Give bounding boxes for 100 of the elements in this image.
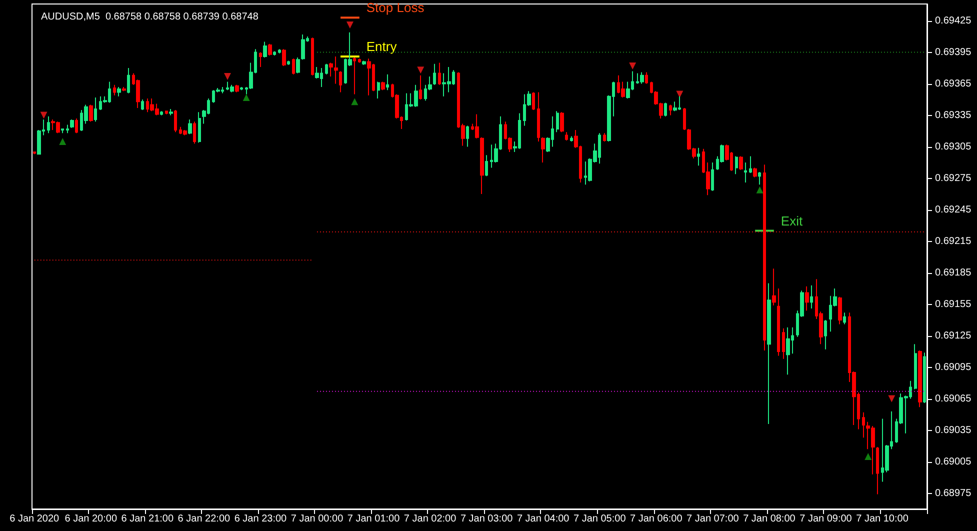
candlestick — [480, 136, 484, 195]
x-tick-label: 7 Jan 00:00 — [290, 514, 344, 524]
candlestick — [735, 156, 738, 175]
x-tick-label: 6 Jan 20:00 — [64, 514, 118, 524]
candlestick — [381, 81, 385, 91]
candlestick — [188, 118, 192, 135]
candlestick — [362, 60, 366, 66]
y-tick-label: 0.69425 — [935, 15, 972, 26]
candlestick — [438, 62, 441, 86]
candlestick — [263, 41, 267, 58]
candlestick — [753, 167, 757, 178]
candlestick — [466, 125, 469, 148]
y-tick-label: 0.68975 — [935, 488, 972, 499]
candlestick — [193, 121, 196, 144]
x-tick-label: 7 Jan 02:00 — [404, 514, 457, 524]
candlestick — [353, 57, 356, 95]
x-tick-label: 7 Jan 05:00 — [573, 514, 626, 524]
candlestick — [122, 86, 126, 92]
candlestick — [33, 152, 36, 155]
point — [346, 22, 354, 28]
series-label: Entry — [366, 38, 398, 54]
candlestick — [240, 86, 243, 91]
candlestick — [541, 136, 545, 164]
y-tick-label: 0.69305 — [935, 141, 972, 152]
candlestick — [560, 112, 564, 133]
candlestick — [772, 268, 776, 306]
candlestick — [70, 118, 74, 128]
candlestick — [160, 110, 163, 116]
candlestick — [235, 84, 239, 93]
candlestick — [165, 110, 168, 115]
point — [242, 94, 250, 101]
candlestick — [339, 70, 342, 93]
candlestick — [918, 350, 922, 408]
candlestick — [174, 110, 177, 133]
candlestick — [169, 108, 173, 116]
series-label: Stop Loss — [366, 0, 425, 16]
series-label: Exit — [780, 213, 803, 228]
candlestick — [198, 112, 201, 144]
candlestick — [433, 63, 436, 86]
candlestick — [556, 110, 559, 133]
candlestick — [292, 58, 295, 75]
candlestick — [127, 68, 130, 94]
x-tick-label: 7 Jan 06:00 — [630, 514, 683, 524]
candlestick — [640, 72, 644, 84]
text: AUDUSD,M5 0.68758 0.68758 0.68739 0.68748 — [41, 12, 259, 22]
point — [59, 138, 66, 146]
candlestick — [876, 446, 879, 495]
x-tick-label: 6 Jan 23:00 — [234, 514, 288, 524]
candlestick — [603, 132, 606, 142]
candlestick — [301, 34, 305, 60]
candlestick — [311, 37, 314, 76]
point — [417, 66, 424, 74]
candlestick — [367, 58, 371, 96]
candlestick — [89, 104, 93, 122]
x-tick-label: 6 Jan 22:00 — [178, 514, 231, 524]
x-tick-label: 6 Jan 21:00 — [121, 514, 174, 524]
candlestick — [230, 84, 234, 93]
candlestick — [66, 124, 69, 134]
candlestick — [758, 171, 761, 186]
candlestick — [287, 60, 290, 66]
candlestick — [664, 102, 667, 117]
x-tick-label: 7 Jan 09:00 — [800, 514, 852, 524]
candlestick — [268, 43, 272, 56]
candlestick — [749, 156, 752, 174]
y-tick-label: 0.69155 — [935, 298, 972, 310]
candlestick — [810, 284, 813, 309]
point — [224, 72, 231, 80]
candlestick — [744, 162, 747, 183]
candlestick — [565, 132, 568, 141]
x-tick-label: 7 Jan 04:00 — [516, 514, 570, 524]
y-tick-label: 0.69125 — [935, 330, 972, 342]
candlestick — [805, 286, 809, 312]
x-tick-label: 7 Jan 01:00 — [347, 514, 400, 524]
y-tick-label: 0.69365 — [935, 78, 972, 90]
candlestick — [94, 96, 97, 122]
x-tick-label: 7 Jan 07:00 — [686, 514, 740, 524]
candlestick — [683, 107, 686, 130]
candlestick — [259, 52, 262, 68]
candlestick — [838, 296, 842, 325]
y-tick-label: 0.69245 — [935, 204, 972, 216]
candlestick — [377, 81, 380, 99]
candlestick — [325, 63, 328, 75]
candlestick — [767, 282, 771, 424]
candlestick — [61, 128, 64, 134]
candlestick — [645, 72, 648, 84]
x-tick-label: 6 Jan 2020 — [10, 514, 60, 524]
x-tick-label: 7 Jan 03:00 — [460, 514, 514, 524]
y-tick-label: 0.69335 — [935, 110, 972, 121]
candlestick — [669, 104, 672, 116]
y-tick-label: 0.69035 — [935, 424, 972, 436]
candlestick — [485, 154, 488, 177]
candlestick — [711, 162, 714, 192]
candlestick — [334, 56, 338, 84]
point — [888, 395, 896, 402]
candlestick — [763, 164, 766, 351]
candlestick — [786, 326, 790, 376]
candlestick — [843, 312, 846, 325]
candlestick — [532, 92, 535, 111]
candlestick — [777, 288, 780, 356]
candlestick — [282, 48, 286, 66]
